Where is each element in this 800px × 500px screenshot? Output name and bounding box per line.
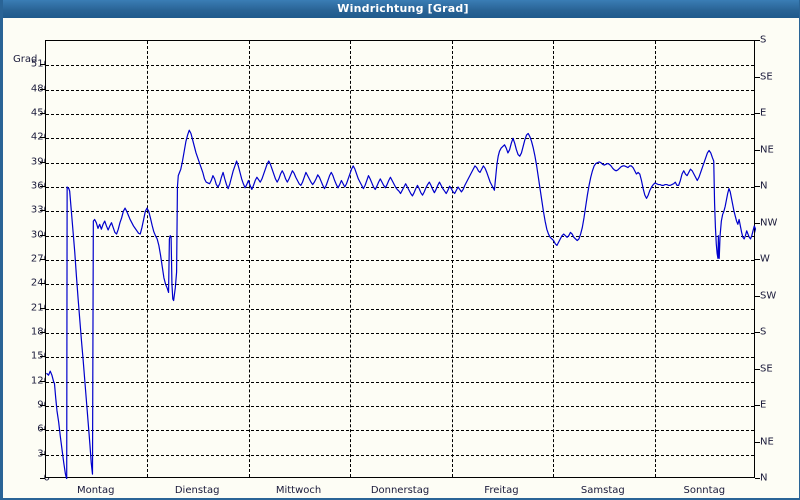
gridline-vertical — [248, 41, 250, 477]
y-axis-tick-mark-right — [755, 478, 760, 479]
gridline-horizontal — [46, 211, 754, 213]
gridline-vertical — [147, 41, 149, 477]
x-axis-day-name: Mittwoch — [275, 485, 322, 496]
gridline-horizontal — [46, 162, 754, 164]
y-axis-tick-label-right: NE — [760, 144, 774, 155]
y-axis-tick-mark-left — [40, 259, 45, 260]
x-axis-tick-label: Mittwoch30.03.22 — [244, 484, 354, 498]
y-axis-tick-mark-right — [755, 186, 760, 187]
y-axis-tick-label-left: 0 — [43, 472, 50, 484]
y-axis-tick-label-right: E — [760, 107, 767, 119]
x-axis-tick-label: Samstag02.04.22 — [548, 484, 658, 498]
y-axis-title: Grad — [13, 54, 38, 65]
y-axis-tick-label-right: NW — [760, 217, 778, 228]
x-axis-day-name: Donnerstag — [370, 485, 430, 496]
x-axis-tick-label: Dienstag29.03.22 — [142, 484, 252, 498]
x-axis-tick-label: Freitag01.04.22 — [446, 484, 556, 498]
y-axis-tick-mark-left — [40, 453, 45, 455]
wind-direction-line-series — [46, 129, 756, 479]
gridline-horizontal — [46, 381, 754, 383]
y-axis-tick-label-right: E — [760, 399, 767, 411]
y-axis-tick-mark-right — [755, 441, 760, 443]
y-axis-tick-mark-left — [40, 64, 45, 66]
y-axis-tick-label-right: SE — [760, 71, 773, 82]
gridline-horizontal — [46, 114, 754, 115]
gridline-horizontal — [46, 406, 754, 407]
gridline-vertical — [451, 41, 453, 477]
y-axis-tick-label-right: N — [760, 472, 768, 484]
gridline-horizontal — [46, 260, 754, 261]
gridline-vertical — [350, 41, 352, 477]
y-axis-tick-label-right: NE — [760, 436, 774, 447]
y-axis-tick-mark-left — [40, 356, 45, 358]
y-axis-tick-label-right: S — [760, 34, 767, 46]
gridline-horizontal — [46, 430, 754, 432]
gridline-horizontal — [46, 89, 754, 91]
gridline-horizontal — [46, 235, 754, 237]
y-axis-tick-mark-left — [40, 137, 45, 139]
y-axis-tick-mark-left — [40, 88, 45, 90]
gridline-horizontal — [46, 65, 754, 67]
gridline-horizontal — [46, 138, 754, 140]
y-axis-tick-mark-left — [40, 380, 45, 382]
gridline-horizontal — [46, 187, 754, 188]
y-axis-tick-mark-left — [40, 332, 45, 333]
y-axis-tick-mark-right — [755, 332, 760, 333]
y-axis-tick-mark-left — [40, 234, 45, 236]
y-axis-tick-mark-right — [755, 40, 760, 41]
x-axis-tick-label: Montag28.03.22 — [41, 484, 151, 498]
gridline-vertical — [553, 41, 555, 477]
y-axis-tick-mark-right — [755, 295, 760, 297]
x-axis-day-name: Sonntag — [683, 485, 726, 496]
x-axis-day-name: Montag — [76, 485, 115, 496]
y-axis-tick-mark-right — [755, 405, 760, 406]
y-axis-tick-mark-left — [40, 210, 45, 212]
y-axis-tick-label-right: S — [760, 326, 767, 338]
gridline-horizontal — [46, 333, 754, 334]
x-axis-tick-label: Donnerstag31.03.22 — [345, 484, 455, 498]
y-axis-tick-mark-left — [40, 283, 45, 285]
y-axis-tick-mark-left — [40, 161, 45, 163]
y-axis-tick-mark-left — [40, 186, 45, 187]
x-axis-day-name: Dienstag — [174, 485, 220, 496]
gridline-horizontal — [46, 284, 754, 286]
x-axis-day-name: Freitag — [484, 485, 519, 496]
y-axis-tick-mark-left — [40, 478, 45, 479]
y-axis-tick-label-right: W — [760, 253, 770, 265]
gridline-horizontal — [46, 454, 754, 456]
series-polyline — [46, 129, 756, 479]
gridline-vertical — [654, 41, 656, 477]
x-axis-tick-label: Sonntag03.04.22 — [649, 484, 759, 498]
y-axis-tick-mark-right — [755, 368, 760, 370]
y-axis-tick-mark-right — [755, 76, 760, 78]
chart-canvas: Grad 510 480 450 420 390 360 330 300 270 240 210 18… — [3, 18, 799, 498]
window-title: Windrichtung [Grad] — [337, 2, 469, 15]
y-axis-tick-mark-left — [40, 429, 45, 431]
y-axis-tick-mark-right — [755, 222, 760, 224]
gridline-horizontal — [46, 308, 754, 310]
y-axis-tick-mark-left — [40, 113, 45, 114]
x-axis-day-name: Samstag — [580, 485, 625, 496]
y-axis-tick-label-right: SW — [760, 290, 777, 301]
y-axis-tick-mark-right — [755, 259, 760, 260]
y-axis-tick-label-right: SE — [760, 363, 773, 374]
y-axis-tick-label-right: N — [760, 180, 768, 192]
plot-area — [45, 40, 756, 479]
y-axis-tick-mark-right — [755, 113, 760, 114]
y-axis-tick-mark-left — [40, 307, 45, 309]
y-axis-tick-mark-left — [40, 405, 45, 406]
window-title-bar: Windrichtung [Grad] — [3, 0, 799, 18]
gridline-horizontal — [46, 357, 754, 359]
y-axis-tick-mark-right — [755, 149, 760, 151]
